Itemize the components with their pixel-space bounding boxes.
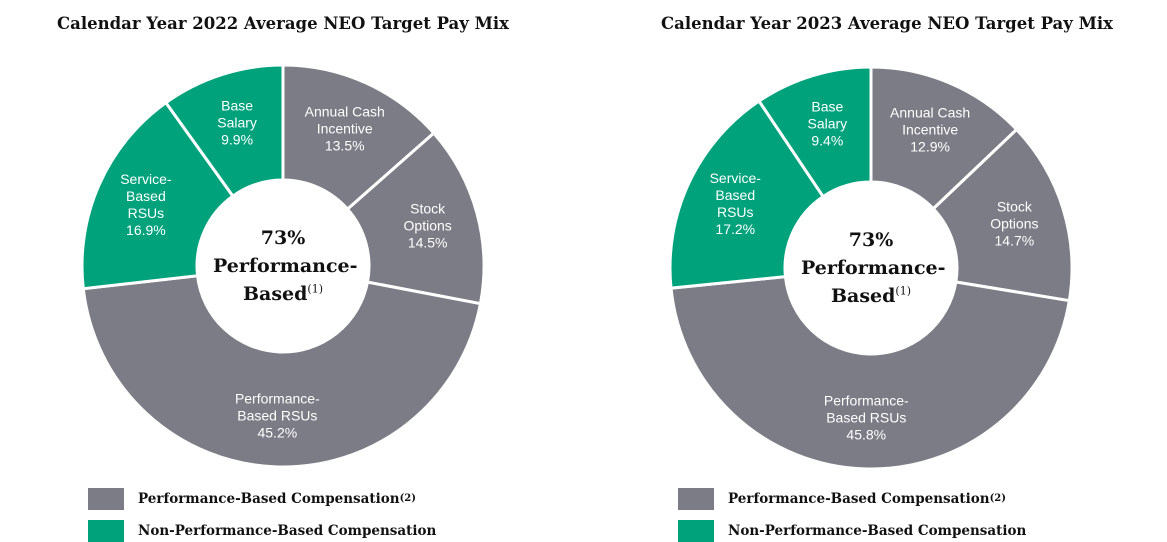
donut-slice [281, 63, 436, 212]
slice-value: 12.9% [910, 138, 950, 155]
center-note: (1) [895, 284, 912, 298]
slice-label: Stock Options 14.7% [983, 198, 1045, 249]
slice-label: Stock Options 14.5% [397, 201, 459, 252]
center-value: 73% [260, 227, 306, 249]
slice-category: Annual Cash Incentive [304, 103, 385, 137]
legend-swatch [678, 488, 714, 510]
slice-value: 45.8% [846, 426, 887, 443]
center-text: Performance-Based [801, 257, 946, 307]
center-label: 73% Performance-Based(1) [203, 224, 363, 308]
slice-category: Service-Based RSUs [120, 171, 172, 222]
slice-label: Annual Cash Incentive 12.9% [883, 105, 978, 156]
center-value: 73% [848, 229, 894, 251]
slice-value: 14.5% [407, 234, 448, 251]
slice-value: 17.2% [715, 221, 756, 238]
slice-value: 9.9% [221, 131, 254, 148]
donut-slice [81, 274, 483, 469]
slice-category: Performance-Based RSUs [234, 390, 320, 424]
slice-category: Service-Based RSUs [709, 170, 761, 221]
legend-swatch [88, 520, 124, 542]
slice-label: Service-Based RSUs 17.2% [704, 170, 766, 238]
legend-name: Non-Performance-Based Compensation [728, 523, 1027, 539]
slice-label: Service-Based RSUs 16.9% [115, 171, 177, 239]
donut-slice [163, 63, 285, 199]
center-text: Performance-Based [213, 255, 358, 305]
donut-slice [669, 274, 1072, 471]
legend-entry: Non-Performance-Based Compensation [88, 520, 436, 542]
slice-label: Base Salary 9.4% [800, 99, 855, 150]
donut-slice [80, 100, 235, 291]
center-text-wrap: Performance-Based(1) [801, 254, 946, 310]
chart-title: Calendar Year 2022 Average NEO Target Pa… [57, 14, 509, 33]
legend-name: Performance-Based Compensation [138, 491, 400, 507]
slice-label: Performance-Based RSUs 45.2% [230, 390, 325, 441]
slice-category: Base Salary [217, 97, 257, 131]
slice-value: 14.7% [994, 232, 1035, 249]
slice-label: Annual Cash Incentive 13.5% [297, 104, 392, 155]
slice-category: Stock Options [403, 200, 452, 234]
slice-category: Performance-Based RSUs [823, 392, 909, 426]
chart-title: Calendar Year 2023 Average NEO Target Pa… [661, 14, 1113, 33]
slice-value: 13.5% [324, 137, 365, 154]
donut-slice [931, 127, 1074, 303]
slice-category: Base Salary [807, 98, 848, 132]
legend-name: Non-Performance-Based Compensation [138, 523, 437, 539]
legend-entry: Performance-Based Compensation (2) [678, 488, 1006, 510]
legend-swatch [678, 520, 714, 542]
center-label: 73% Performance-Based(1) [791, 226, 951, 310]
slice-value: 9.4% [811, 132, 844, 149]
slice-value: 16.9% [126, 222, 166, 239]
donut-slice [668, 98, 826, 290]
slice-category: Stock Options [990, 198, 1039, 232]
center-note: (1) [307, 282, 324, 296]
legend-entry: Non-Performance-Based Compensation [678, 520, 1026, 542]
center-text-wrap: Performance-Based(1) [213, 252, 358, 308]
slice-label: Performance-Based RSUs 45.8% [819, 392, 914, 443]
donut-slice [345, 130, 486, 306]
slice-category: Annual Cash Incentive [890, 104, 971, 138]
legend-swatch [88, 488, 124, 510]
slice-label: Base Salary 9.9% [210, 98, 265, 149]
legend-name: Performance-Based Compensation [728, 491, 990, 507]
slice-value: 45.2% [257, 424, 298, 441]
donut-slice [756, 65, 873, 199]
legend-entry: Performance-Based Compensation (2) [88, 488, 416, 510]
